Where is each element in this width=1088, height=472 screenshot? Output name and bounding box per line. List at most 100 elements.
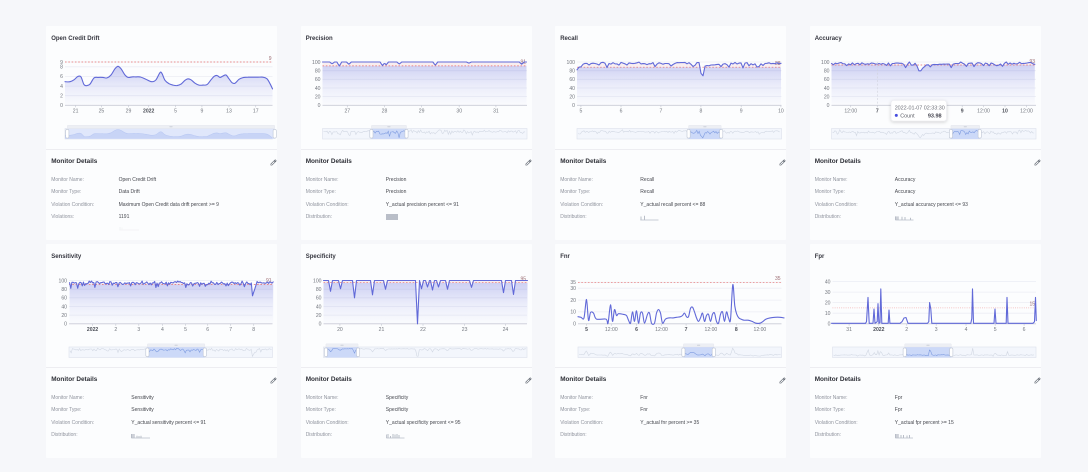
svg-text:95: 95 [520,277,526,283]
svg-text:20: 20 [824,94,830,100]
svg-text:80: 80 [315,69,321,75]
svg-text:15: 15 [1029,302,1035,308]
svg-text:12:00: 12:00 [754,327,767,333]
svg-text:8: 8 [699,109,702,115]
svg-text:93.98: 93.98 [928,114,942,120]
svg-text:8: 8 [252,327,255,333]
svg-text:31: 31 [493,109,499,115]
svg-text:21: 21 [379,327,385,333]
svg-text:20: 20 [61,313,67,319]
svg-text:29: 29 [126,109,132,115]
svg-text:5: 5 [994,327,997,333]
svg-text:10: 10 [778,109,784,115]
svg-text:30: 30 [570,286,576,292]
svg-text:Count: Count [900,114,915,120]
svg-text:0: 0 [572,103,575,109]
svg-text:12:00: 12:00 [1020,109,1033,115]
svg-text:80: 80 [316,287,322,293]
svg-text:12:00: 12:00 [605,327,618,333]
svg-text:4: 4 [161,327,164,333]
svg-text:100: 100 [313,278,322,284]
svg-text:40: 40 [825,279,831,285]
svg-text:20: 20 [825,300,831,306]
svg-text:40: 40 [569,86,575,92]
svg-text:20: 20 [569,94,575,100]
svg-text:93: 93 [1029,59,1035,65]
svg-text:6: 6 [635,327,638,333]
svg-text:2022: 2022 [143,109,154,115]
svg-text:10: 10 [570,310,576,316]
svg-text:6: 6 [206,327,209,333]
svg-text:0: 0 [827,103,830,109]
svg-text:2: 2 [60,94,63,100]
svg-text:60: 60 [824,77,830,83]
svg-text:6: 6 [620,109,623,115]
svg-text:2022: 2022 [873,327,884,333]
svg-text:20: 20 [316,313,322,319]
svg-text:60: 60 [315,77,321,83]
svg-text:100: 100 [567,60,576,66]
svg-text:88: 88 [775,61,781,67]
svg-text:20: 20 [315,94,321,100]
svg-text:9: 9 [740,109,743,115]
svg-text:4: 4 [60,84,63,90]
svg-text:60: 60 [61,296,67,302]
svg-text:91: 91 [266,278,272,284]
svg-text:17: 17 [253,109,259,115]
svg-text:6: 6 [60,74,63,80]
svg-text:7: 7 [229,327,232,333]
svg-text:10: 10 [1002,109,1008,115]
svg-text:60: 60 [569,77,575,83]
svg-text:22: 22 [420,327,426,333]
svg-text:0: 0 [60,103,63,109]
svg-text:3: 3 [137,327,140,333]
svg-text:2022-01-07 02:33:30: 2022-01-07 02:33:30 [895,105,945,111]
svg-text:20: 20 [337,327,343,333]
svg-text:7: 7 [876,109,879,115]
svg-text:2022: 2022 [87,327,98,333]
svg-text:8: 8 [735,327,738,333]
svg-text:0: 0 [828,322,831,328]
svg-text:24: 24 [503,327,509,333]
svg-text:100: 100 [59,278,68,284]
svg-text:3: 3 [935,327,938,333]
svg-text:27: 27 [344,109,350,115]
svg-text:0: 0 [319,322,322,328]
svg-text:9: 9 [60,60,63,66]
svg-text:25: 25 [99,109,105,115]
svg-text:12:00: 12:00 [655,327,668,333]
svg-text:80: 80 [824,69,830,75]
svg-text:100: 100 [821,60,830,66]
svg-text:13: 13 [226,109,232,115]
svg-text:35: 35 [570,280,576,286]
svg-text:80: 80 [61,287,67,293]
svg-text:5: 5 [585,327,588,333]
svg-text:30: 30 [825,290,831,296]
svg-text:28: 28 [382,109,388,115]
svg-text:30: 30 [456,109,462,115]
svg-text:40: 40 [316,304,322,310]
svg-text:80: 80 [569,69,575,75]
svg-text:4: 4 [965,327,968,333]
svg-text:5: 5 [184,327,187,333]
svg-text:2: 2 [905,327,908,333]
svg-text:10: 10 [825,311,831,317]
svg-text:12:00: 12:00 [977,109,990,115]
svg-text:21: 21 [73,109,79,115]
svg-text:40: 40 [824,86,830,92]
svg-text:31: 31 [846,327,852,333]
svg-text:7: 7 [685,327,688,333]
svg-text:0: 0 [64,322,67,328]
svg-text:40: 40 [61,304,67,310]
svg-text:5: 5 [579,109,582,115]
svg-text:12:00: 12:00 [705,327,718,333]
svg-text:35: 35 [775,276,781,282]
svg-text:100: 100 [312,60,321,66]
svg-text:8: 8 [60,65,63,71]
svg-text:20: 20 [570,298,576,304]
svg-text:29: 29 [419,109,425,115]
svg-text:40: 40 [315,86,321,92]
svg-text:9: 9 [961,109,964,115]
svg-text:6: 6 [1023,327,1026,333]
svg-text:12:00: 12:00 [844,109,857,115]
